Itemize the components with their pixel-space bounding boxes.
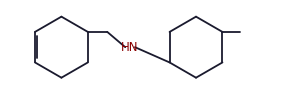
Text: HN: HN xyxy=(121,41,138,54)
